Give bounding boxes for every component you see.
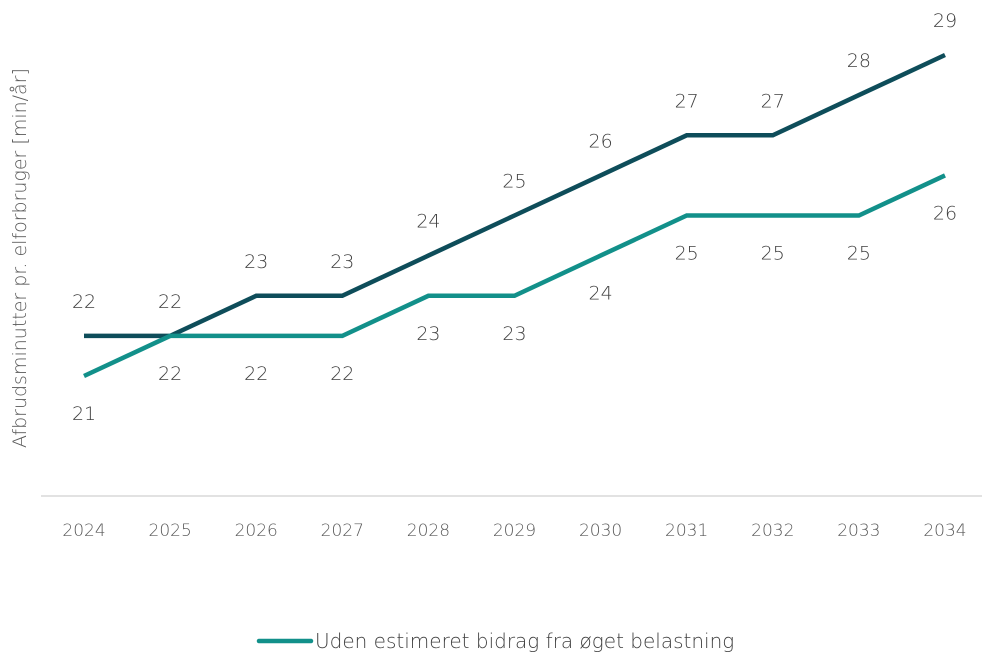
x-tick-label-2027: 2027: [321, 521, 364, 541]
y-axis-title: Afbrudsminutter pr. elforbruger [min/år]: [9, 68, 31, 448]
x-tick-label-2033: 2033: [837, 521, 880, 541]
data-label-upper-2030: 26: [588, 130, 612, 152]
data-label-upper-2033: 28: [847, 50, 871, 72]
data-label-lower-2029: 23: [502, 323, 526, 345]
data-label-lower-2030: 24: [588, 283, 612, 305]
data-label-upper-2032: 27: [761, 90, 785, 112]
x-tick-label-2031: 2031: [665, 521, 708, 541]
series-line-lower: [83, 173, 946, 379]
x-tick-label-2024: 2024: [62, 521, 105, 541]
x-tick-label-2025: 2025: [149, 521, 192, 541]
data-label-lower-2033: 25: [847, 243, 871, 265]
x-tick-label-2028: 2028: [407, 521, 450, 541]
x-tick-label-2034: 2034: [923, 521, 966, 541]
plot-area: 2024 2025 2026 2027 2028 2029 2030 2031 2032 2033…: [41, 10, 982, 541]
series-line-upper: [84, 52, 946, 339]
data-label-upper-2024: 22: [72, 291, 96, 313]
data-label-lower-2032: 25: [761, 243, 785, 265]
data-label-lower-2028: 23: [416, 323, 440, 345]
data-label-upper-2034: 29: [933, 10, 957, 32]
data-label-lower-2024: 21: [72, 403, 96, 425]
data-label-upper-2027: 23: [330, 251, 354, 273]
data-label-upper-2026: 23: [244, 251, 268, 273]
x-tick-label-2029: 2029: [493, 521, 536, 541]
legend: Uden estimeret bidrag fra øget belastnin…: [256, 629, 734, 653]
data-labels: 22 22 23 23 24 25 26 27 27 28 29 21 22 22 22 23 23 24 25 25…: [72, 10, 957, 425]
data-label-lower-2034: 26: [933, 202, 957, 224]
data-label-lower-2025: 22: [158, 363, 182, 385]
data-label-lower-2027: 22: [330, 363, 354, 385]
x-axis-tick-labels: 2024 2025 2026 2027 2028 2029 2030 2031 2032 2033…: [62, 521, 966, 541]
data-label-lower-2026: 22: [244, 363, 268, 385]
x-tick-label-2032: 2032: [751, 521, 794, 541]
x-tick-label-2026: 2026: [235, 521, 278, 541]
data-label-upper-2029: 25: [502, 171, 526, 193]
legend-label: Uden estimeret bidrag fra øget belastnin…: [315, 629, 734, 653]
data-label-upper-2031: 27: [675, 90, 699, 112]
x-tick-label-2030: 2030: [579, 521, 622, 541]
data-label-upper-2028: 24: [416, 211, 440, 233]
data-label-lower-2031: 25: [675, 243, 699, 265]
series-lines: [83, 52, 946, 379]
data-label-upper-2025: 22: [158, 291, 182, 313]
